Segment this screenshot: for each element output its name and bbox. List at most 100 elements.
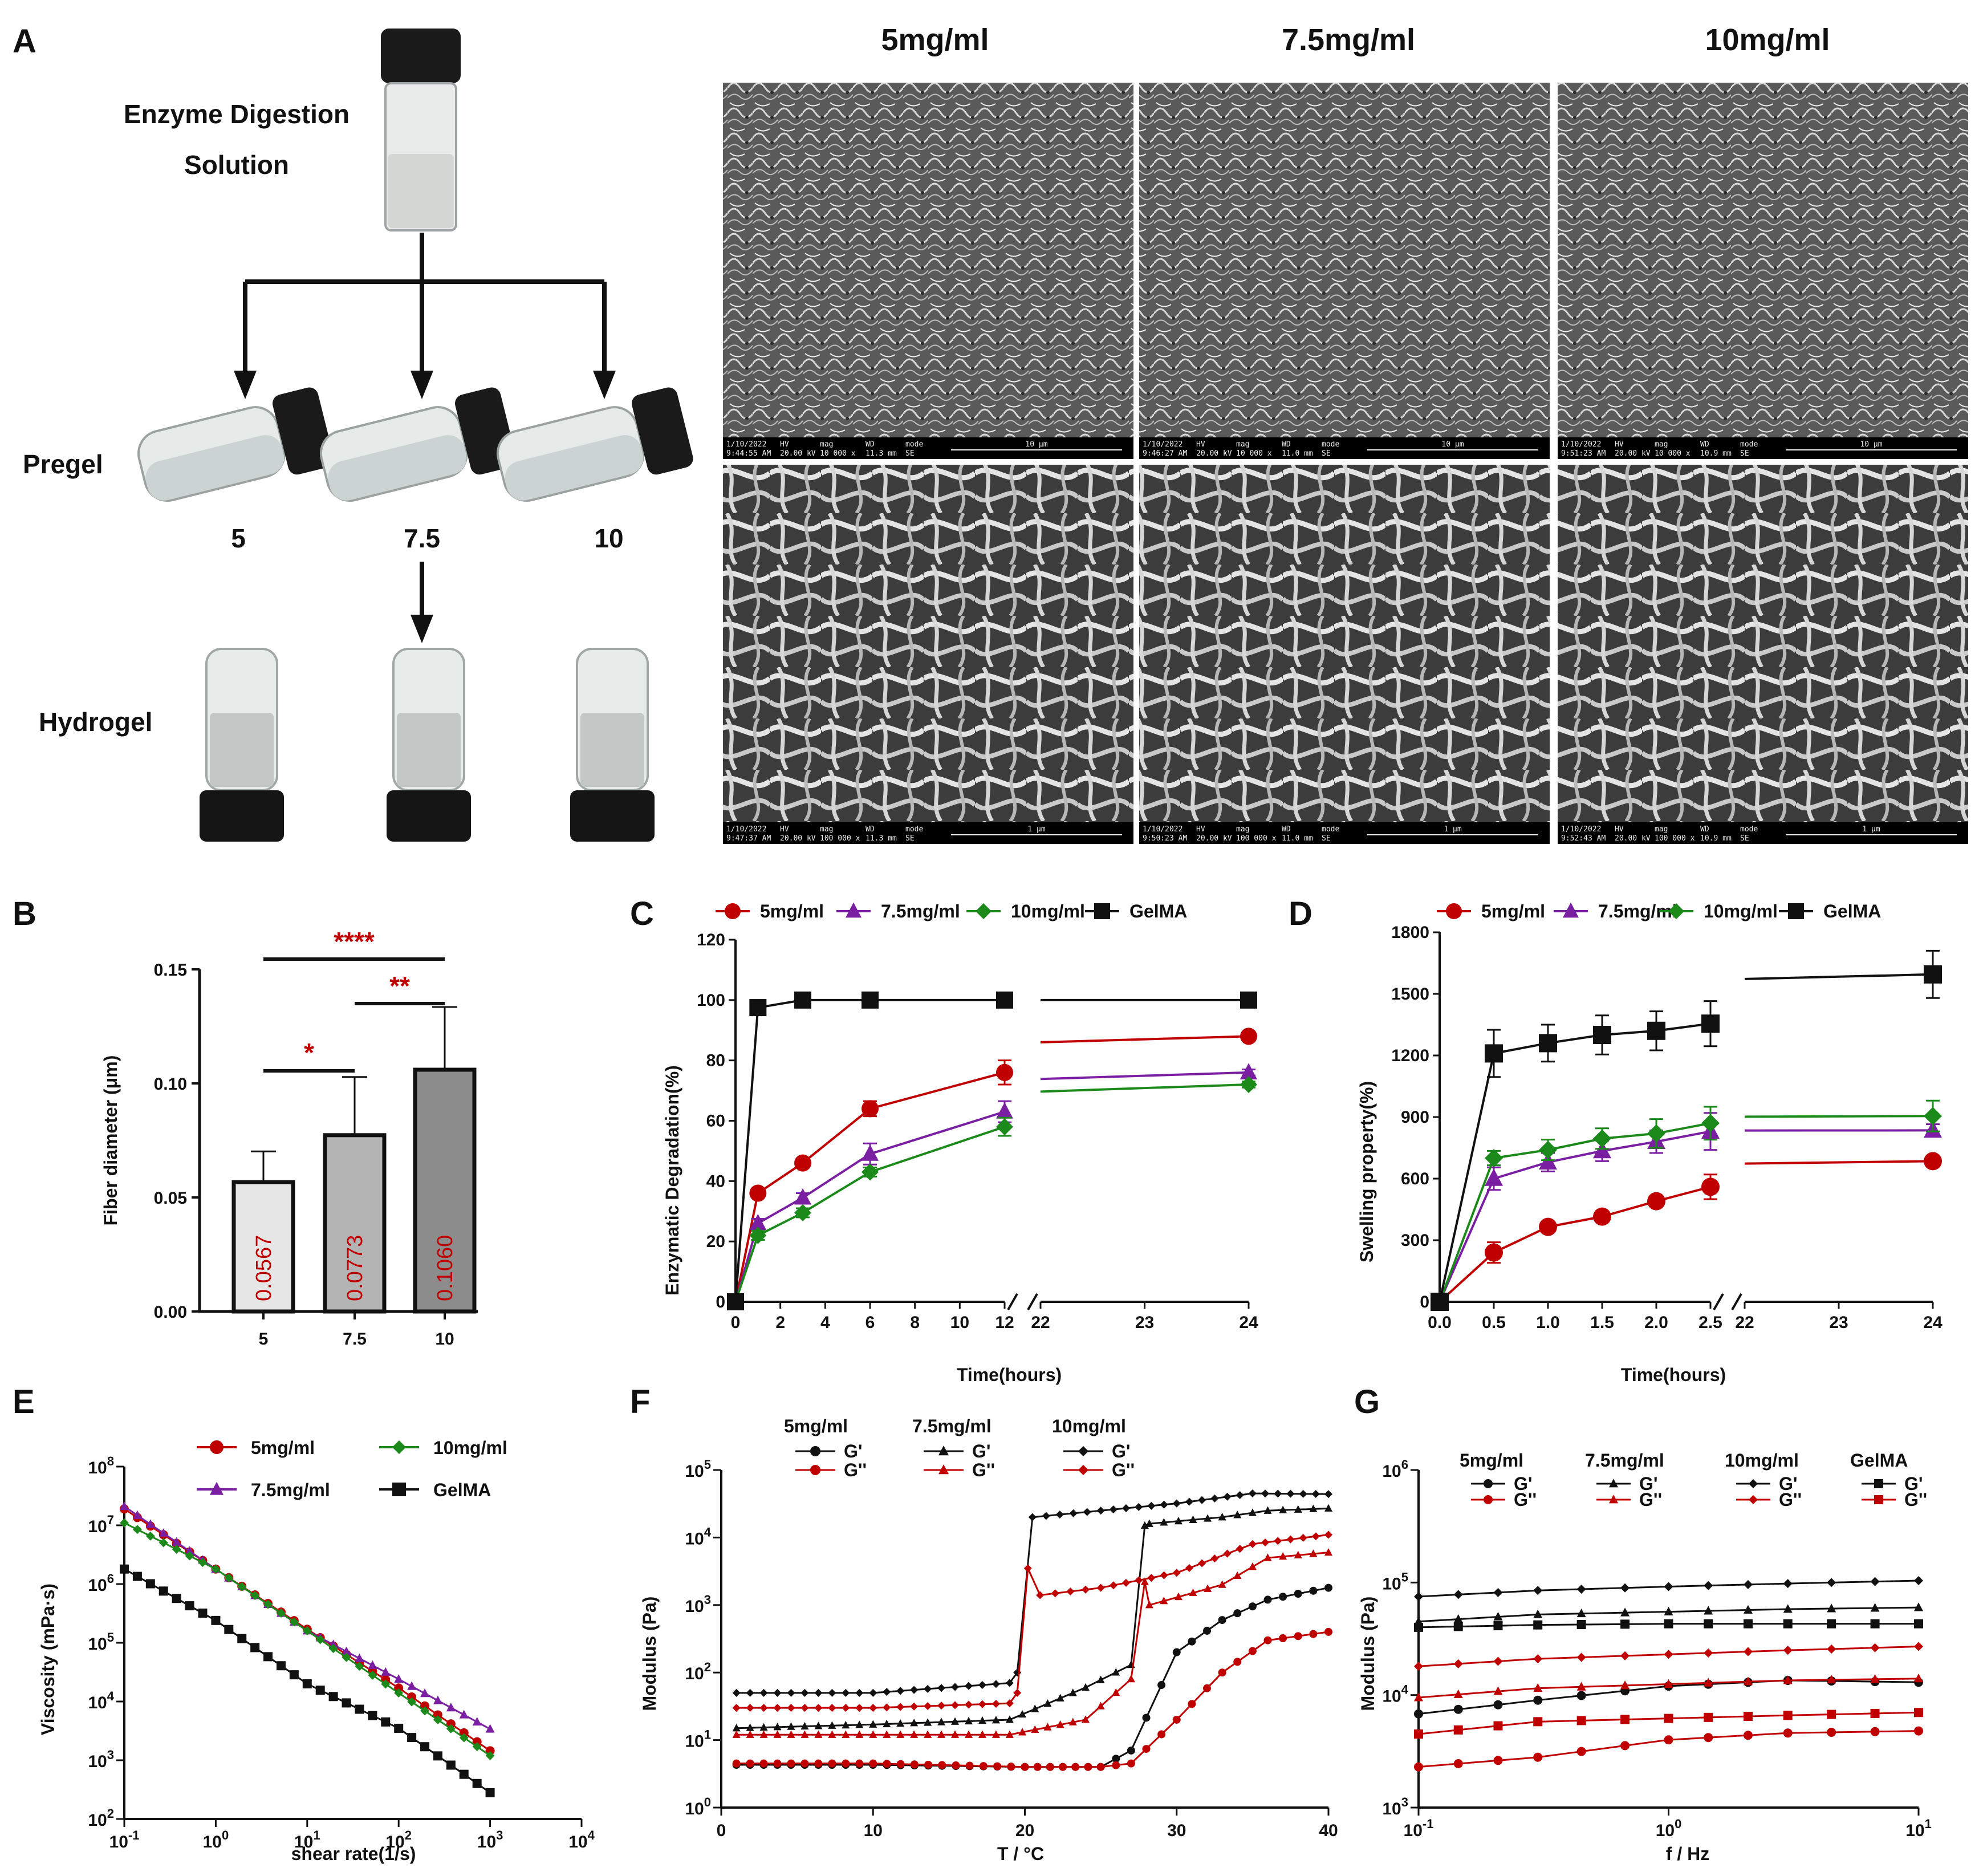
f-data-point: [1210, 1554, 1219, 1563]
panel-letter-a: A: [13, 23, 36, 60]
g-legend-marker: [1874, 1479, 1883, 1488]
sem-date: 1/10/2022: [1561, 825, 1601, 834]
b-x-tick-label: 7.5: [343, 1330, 367, 1349]
g-legend-group: 10mg/ml: [1725, 1450, 1799, 1471]
f-data-point: [732, 1759, 741, 1768]
e-data-point: [302, 1626, 312, 1635]
sem-mag: 100 000 x: [820, 834, 860, 843]
x-tick-label: 6: [865, 1313, 875, 1332]
sem-mag: 100 000 x: [1236, 834, 1277, 843]
f-data-point: [1189, 1588, 1197, 1597]
f-data-point: [896, 1719, 905, 1727]
data-point: [1240, 1028, 1257, 1045]
f-data-point: [1223, 1492, 1232, 1501]
g-legend-item: G'': [1639, 1489, 1662, 1510]
sem-wd-label: WD: [1282, 825, 1291, 834]
g-data-point: [1533, 1620, 1543, 1630]
e-data-point: [342, 1698, 351, 1708]
e-data-point: [120, 1501, 129, 1510]
g-data-point: [1493, 1656, 1503, 1666]
g-data-point: [1704, 1733, 1713, 1743]
e-y-axis-label: Viscosity (mPa·s): [38, 1583, 58, 1735]
f-data-point: [732, 1704, 741, 1712]
f-data-point: [1189, 1515, 1197, 1523]
f-data-point: [1127, 1674, 1135, 1683]
y-tick-label: 900: [1401, 1108, 1429, 1127]
pregel-vial-5-icon: [137, 387, 334, 502]
f-data-point: [1203, 1626, 1211, 1635]
e-data-point: [289, 1617, 299, 1627]
f-data-point: [759, 1704, 768, 1712]
f-data-point: [1068, 1717, 1077, 1725]
sem-image: [1139, 465, 1550, 844]
legend-label: 7.5mg/ml: [881, 901, 960, 921]
e-data-point: [342, 1652, 351, 1662]
g-data-point: [1827, 1644, 1836, 1654]
e-data-point: [446, 1760, 456, 1770]
g-data-point: [1453, 1725, 1463, 1735]
f-legend-marker: [938, 1464, 949, 1475]
g-legend-marker: [1484, 1479, 1493, 1488]
e-data-point: [407, 1692, 417, 1702]
data-point: [862, 1100, 879, 1118]
f-data-point: [828, 1721, 836, 1729]
y-tick-label: 300: [1401, 1231, 1429, 1250]
f-legend-group: 5mg/ml: [784, 1416, 848, 1436]
g-data-point: [1620, 1619, 1630, 1629]
f-legend-item: G': [1112, 1441, 1131, 1461]
f-data-point: [787, 1759, 795, 1768]
g-data-point: [1620, 1715, 1630, 1724]
f-data-point: [1031, 1704, 1039, 1712]
axis-break-mark: [1007, 1293, 1018, 1310]
g-data-point: [1783, 1675, 1793, 1684]
g-data-point: [1914, 1674, 1923, 1683]
f-data-point: [1172, 1715, 1181, 1724]
g-data-point: [1533, 1752, 1543, 1762]
e-data-point: [472, 1778, 482, 1788]
f-data-point: [800, 1704, 809, 1712]
g-data-point: [1414, 1622, 1423, 1632]
e-data-point: [472, 1716, 482, 1726]
f-data-point: [1324, 1627, 1332, 1636]
b-y-axis-label: Fiber diameter (μm): [100, 1055, 121, 1226]
f-data-point: [1135, 1576, 1143, 1585]
f-data-point: [1261, 1489, 1270, 1498]
e-legend-marker: [210, 1481, 224, 1495]
e-data-point: [420, 1742, 430, 1752]
panel-c: C Enzymatic Degradation(%) Time(hours) 0…: [630, 895, 1258, 1385]
e-data-point: [446, 1724, 456, 1733]
sem-hv: 20.00 kV: [1615, 449, 1651, 458]
f-legend-item: G'': [844, 1460, 867, 1480]
f-data-point: [1112, 1761, 1120, 1769]
f-data-point: [1198, 1559, 1206, 1568]
g-data-point: [1783, 1728, 1793, 1738]
e-x-tick-label: 104: [568, 1828, 595, 1851]
f-data-point: [1286, 1535, 1295, 1544]
panel-letter-g: G: [1354, 1383, 1380, 1420]
f-data-point: [1112, 1668, 1120, 1676]
f-data-point: [759, 1730, 768, 1738]
e-legend-label: 10mg/ml: [433, 1438, 507, 1458]
g-x-tick-label: 101: [1905, 1817, 1932, 1840]
f-data-point: [978, 1681, 986, 1690]
g-legend-item: G'': [1779, 1489, 1802, 1510]
f-data-point: [883, 1730, 891, 1738]
f-data-point: [1127, 1759, 1135, 1768]
g-y-tick-label: 106: [1382, 1457, 1408, 1481]
f-data-point: [842, 1730, 850, 1738]
f-data-point: [1309, 1549, 1318, 1557]
f-x-tick-label: 0: [717, 1821, 726, 1840]
f-data-point: [964, 1682, 973, 1690]
x-tick-label: 8: [910, 1313, 920, 1332]
y-tick-label: 1800: [1391, 923, 1429, 942]
e-data-point: [159, 1528, 168, 1537]
g-x-axis-label: f / Hz: [1666, 1843, 1709, 1864]
y-tick-label: 60: [706, 1112, 725, 1131]
f-x-tick-label: 40: [1319, 1821, 1338, 1840]
sem-scale-label: 1 μm: [1862, 825, 1880, 834]
f-data-point: [1033, 1763, 1042, 1771]
g-data-point: [1783, 1646, 1793, 1655]
data-point: [727, 1293, 744, 1310]
series-line: [1439, 1022, 1711, 1302]
e-x-tick-label: 103: [477, 1828, 503, 1851]
